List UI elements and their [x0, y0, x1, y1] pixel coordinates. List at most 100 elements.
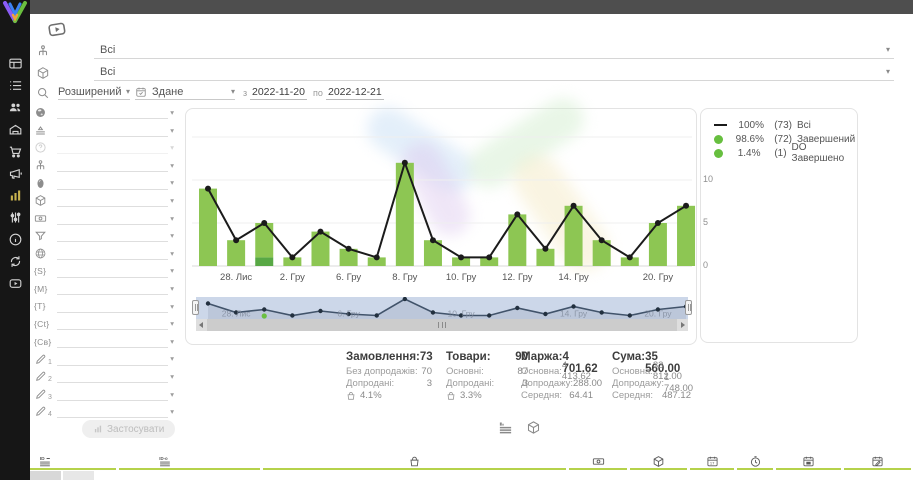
bottom-tab-clock[interactable] [737, 454, 773, 470]
filter-input[interactable] [57, 247, 169, 261]
date-from-input[interactable]: 2022-11-20 [250, 85, 307, 100]
stat-column: Замовлення: 73 Без допродажів: 70 Допродані:… [346, 351, 433, 402]
date-to-input[interactable]: 2022-12-21 [326, 85, 384, 100]
dot-swatch [714, 134, 731, 144]
navigator-handle-left[interactable] [192, 300, 199, 315]
date-from-label: з [243, 87, 248, 98]
filter-row-m: {M} ▾ [34, 280, 174, 298]
stat-title: Товари: 90 [446, 351, 528, 363]
sidebar-item-cart[interactable] [0, 140, 30, 162]
calendar-17-icon [706, 455, 719, 468]
scroll-right-icon[interactable] [681, 322, 685, 328]
filter-input[interactable] [57, 300, 169, 313]
filter-row-t: {T} ▾ [34, 298, 174, 316]
legend-item[interactable]: 98.6% (72) Завершений [714, 132, 857, 146]
filter-input[interactable] [57, 405, 169, 419]
stat-row: Основна: 33 812.00 [612, 360, 682, 383]
sidebar-item-sync[interactable] [0, 250, 30, 272]
status-select[interactable]: Всі ▾ [94, 43, 894, 59]
filter-input[interactable] [57, 229, 169, 243]
filter-input[interactable] [57, 141, 169, 155]
settings-sliders-icon [8, 210, 23, 225]
brace-icon: {S} [34, 266, 47, 277]
sidebar-item-customers[interactable] [0, 96, 30, 118]
chart-navigator[interactable]: 28. Лис 6. Гру 10. Гру 14. Гру 20. Гру [192, 297, 692, 331]
stat-row: Допродані: 3 [346, 377, 432, 389]
bottom-tab-money[interactable] [569, 454, 627, 470]
pencil-icon [34, 353, 47, 366]
filter-input[interactable] [57, 124, 169, 137]
stats-list-icon [498, 420, 513, 435]
filter-row-pencil4: 4 ▾ [34, 403, 174, 421]
sidebar-item-warehouse[interactable] [0, 118, 30, 140]
info-icon [8, 232, 23, 247]
filter-row-hierarchy: ▾ [34, 157, 174, 175]
cart-small-icon [446, 391, 456, 401]
filter-row-money: ▾ [34, 210, 174, 228]
id-alt-icon [159, 455, 172, 468]
svg-text:20. Гру: 20. Гру [643, 272, 674, 283]
bottom-tab-calendar-17[interactable] [690, 454, 734, 470]
filter-input[interactable] [57, 353, 169, 366]
legend-item[interactable]: 100% (73) Всі [714, 118, 857, 132]
bottom-tab-calendar-box[interactable] [776, 454, 841, 470]
analytics-icon [8, 188, 23, 203]
bottom-tab-id-list[interactable] [28, 454, 116, 470]
product-package-icon [36, 66, 50, 80]
filter-product-row: Всі ▾ [36, 64, 894, 81]
sidebar-item-info[interactable] [0, 228, 30, 250]
date-field-select[interactable]: Здане ▾ [135, 86, 235, 100]
video-tutorial-button[interactable] [42, 17, 70, 43]
search-mode-value: Розширений [58, 85, 122, 98]
sidebar-item-dashboard[interactable] [0, 52, 30, 74]
sync-icon [8, 254, 23, 269]
y-tick-10: 10 [703, 174, 714, 184]
navigator-scrollbar[interactable] [196, 319, 688, 331]
bottom-tab-id-alt[interactable] [119, 454, 260, 470]
filter-input[interactable] [57, 265, 169, 278]
filter-input[interactable] [57, 212, 169, 225]
svg-text:12. Гру: 12. Гру [502, 272, 533, 283]
filter-input[interactable] [57, 370, 169, 384]
sidebar-item-settings-sliders[interactable] [0, 206, 30, 228]
chevron-down-icon: ▾ [170, 389, 174, 399]
bottom-tab-bag[interactable] [263, 454, 566, 470]
question-icon [34, 141, 47, 154]
filter-input[interactable] [57, 194, 169, 208]
scroll-left-icon[interactable] [199, 322, 203, 328]
sidebar-item-video-play[interactable] [0, 272, 30, 294]
sidebar-item-orders-list[interactable] [0, 74, 30, 96]
filter-input[interactable] [57, 335, 169, 349]
filter-row-pencil3: 3 ▾ [34, 386, 174, 404]
filter-input[interactable] [57, 177, 169, 190]
chevron-down-icon: ▾ [170, 160, 174, 170]
app-logo-icon[interactable] [2, 1, 28, 25]
search-mode-select[interactable]: Розширений ▾ [58, 86, 130, 100]
bottom-tab-calendar-edit[interactable] [844, 454, 911, 470]
apply-button[interactable]: Застосувати [82, 420, 176, 438]
orders-chart[interactable]: 28. Лис 2. Гру 6. Гру 8. Гру 10. Гру 12. Гру 1… [186, 109, 698, 291]
product-select[interactable]: Всі ▾ [94, 65, 894, 81]
legend-item[interactable]: 1.4% (1) DO Завершено [714, 142, 857, 164]
filter-input[interactable] [57, 388, 169, 401]
chevron-down-icon: ▾ [170, 266, 174, 276]
filter-row-pencil2: 2 ▾ [34, 368, 174, 386]
globe-icon [34, 106, 51, 119]
filter-status-row: Всі ▾ [36, 42, 894, 59]
filter-input[interactable] [57, 106, 169, 120]
chevron-down-icon: ▾ [125, 86, 130, 96]
filter-input[interactable] [57, 159, 169, 173]
stats-list-toggle-button[interactable] [497, 420, 513, 436]
navigator-handle-right[interactable] [685, 300, 692, 315]
filter-input[interactable] [57, 282, 169, 296]
svg-text:10. Гру: 10. Гру [447, 309, 475, 319]
filter-row-funnel: ▾ [34, 227, 174, 245]
money-icon [34, 212, 51, 225]
sidebar-item-announcements[interactable] [0, 162, 30, 184]
brace-icon: {M} [34, 283, 48, 294]
sidebar-item-analytics[interactable] [0, 184, 30, 206]
package-toggle-button[interactable] [525, 420, 541, 436]
filter-input[interactable] [57, 317, 169, 331]
bottom-tab-package[interactable] [630, 454, 687, 470]
chevron-down-icon: ▾ [230, 86, 235, 96]
